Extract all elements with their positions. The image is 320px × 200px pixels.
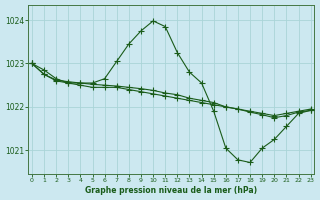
X-axis label: Graphe pression niveau de la mer (hPa): Graphe pression niveau de la mer (hPa) (85, 186, 257, 195)
